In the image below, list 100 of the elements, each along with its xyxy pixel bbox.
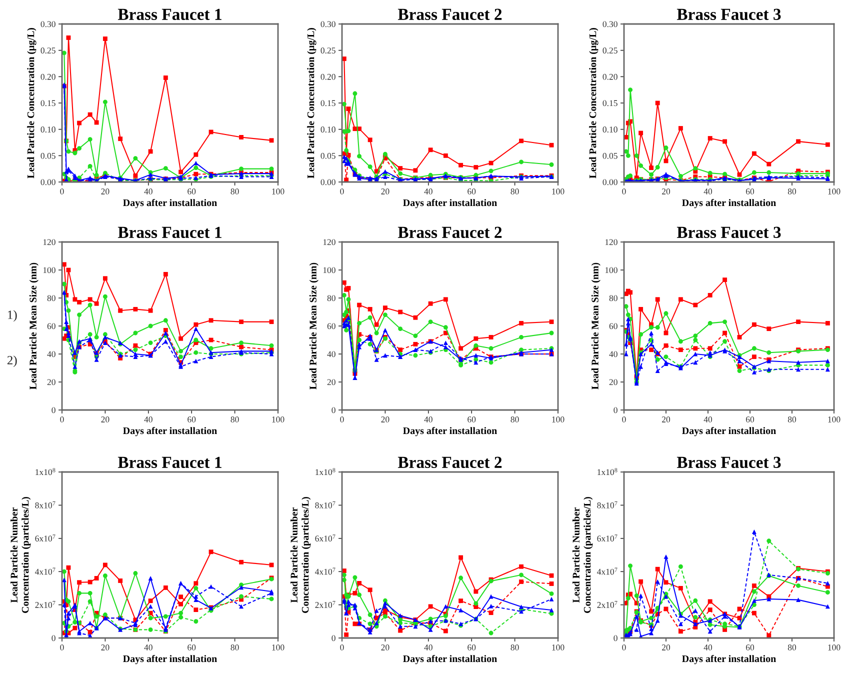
y-tick-label: 0 — [52, 407, 56, 414]
y-tick-label: 20 — [327, 379, 336, 386]
x-axis-title: Days after installation — [682, 198, 776, 208]
x-tick-label: 40 — [704, 188, 712, 194]
y-axis-title: Lead Particle Concentration (μg/L) — [27, 28, 36, 178]
chart-title: Brass Faucet 1 — [118, 8, 222, 20]
y-tick-label: 8x10$^{7}$ — [35, 501, 56, 508]
x-tick-label: 60 — [188, 644, 196, 650]
y-tick-label: 20 — [47, 379, 56, 386]
y-tick-label: 0.10 — [602, 126, 618, 132]
x-tick-label: 60 — [468, 188, 476, 194]
x-axis-title: Days after installation — [123, 198, 217, 208]
y-tick-label: 2x10$^{7}$ — [315, 601, 336, 608]
text: 1) — [8, 310, 17, 322]
x-tick-label: 100 — [272, 188, 284, 194]
x-tick-label: 60 — [468, 416, 476, 422]
x-tick-label: 60 — [746, 644, 754, 650]
x-tick-label: 100 — [272, 416, 284, 422]
y-tick-label: 0 — [332, 407, 336, 414]
x-tick-label: 60 — [746, 188, 754, 194]
x-tick-label: 40 — [704, 416, 712, 422]
y-tick-label: 100 — [323, 267, 336, 274]
x-tick-label: 20 — [381, 416, 390, 422]
y-tick-label: 0.30 — [602, 21, 618, 28]
chart-title: Brass Faucet 3 — [676, 456, 781, 468]
chart-title: Brass Faucet 3 — [676, 226, 781, 238]
x-tick-label: 40 — [704, 644, 712, 650]
y-tick-label: 0.25 — [602, 48, 618, 54]
y-tick-label: 0.10 — [320, 126, 336, 132]
x-tick-label: 20 — [101, 416, 110, 422]
x-tick-label: 100 — [552, 188, 564, 194]
x-tick-label: 40 — [144, 416, 152, 422]
x-tick-label: 0 — [60, 644, 64, 650]
y-tick-label: 0.20 — [602, 74, 618, 80]
x-tick-label: 80 — [230, 188, 239, 194]
y-tick-label: 60 — [47, 323, 56, 330]
x-tick-label: 0 — [340, 644, 344, 650]
x-tick-label: 20 — [381, 188, 390, 194]
y-tick-label: 0 — [52, 635, 56, 642]
y-tick-label: 40 — [609, 351, 618, 358]
y-tick-label: 80 — [609, 295, 618, 302]
y-axis-title: Lead Particle Mean Size (nm) — [309, 262, 318, 390]
x-tick-label: 60 — [468, 644, 476, 650]
y-tick-label: 60 — [609, 323, 618, 330]
y-tick-label: 4x10$^{7}$ — [315, 568, 336, 575]
x-tick-label: 80 — [788, 188, 796, 194]
x-tick-label: 100 — [552, 644, 564, 650]
x-tick-label: 80 — [510, 188, 519, 194]
y-tick-label: 1x10$^{8}$ — [316, 468, 336, 476]
x-tick-label: 100 — [828, 188, 840, 194]
y-tick-label: 80 — [327, 295, 336, 302]
x-tick-label: 80 — [788, 416, 796, 422]
x-tick-label: 40 — [424, 644, 432, 650]
y-tick-label: 0.00 — [320, 179, 336, 186]
x-tick-label: 40 — [424, 416, 432, 422]
x-tick-label: 80 — [788, 644, 796, 650]
y-tick-label: 0.25 — [320, 48, 336, 54]
y-axis-title: Lead Particle Concentration (μg/L) — [307, 28, 316, 178]
x-axis-title: Days after installation — [403, 198, 497, 208]
x-tick-label: 80 — [230, 644, 239, 650]
y-tick-label: 2x10$^{7}$ — [35, 601, 56, 608]
x-axis-title: Days after installation — [403, 426, 497, 436]
y-tick-label: 0.05 — [40, 152, 56, 159]
y-tick-label: 0.25 — [40, 48, 56, 54]
y-tick-label: 0.20 — [320, 74, 336, 80]
y-tick-label: 0.00 — [602, 179, 618, 186]
y-tick-label: 0.30 — [320, 21, 336, 28]
x-tick-label: 20 — [101, 188, 110, 194]
y-tick-label: 40 — [327, 351, 336, 358]
y-tick-label: 4x10$^{7}$ — [35, 568, 56, 575]
x-tick-label: 0 — [60, 416, 64, 422]
y-tick-label: 0.05 — [320, 152, 336, 159]
y-axis-title: Lead Particle Mean Size (nm) — [591, 262, 600, 390]
x-tick-label: 40 — [144, 644, 152, 650]
x-tick-label: 100 — [828, 644, 840, 650]
y-tick-label: 8x10$^{7}$ — [597, 501, 618, 508]
y-tick-label: 120 — [43, 239, 56, 246]
chart-title: Brass Faucet 2 — [398, 456, 502, 468]
x-tick-label: 20 — [101, 644, 110, 650]
y-tick-label: 1x10$^{8}$ — [36, 468, 56, 476]
y-tick-label: 0.10 — [40, 126, 56, 132]
x-axis-title: Days after installation — [123, 426, 217, 436]
y-tick-label: 0.15 — [40, 100, 56, 106]
y-tick-label: 100 — [605, 267, 618, 274]
x-tick-label: 20 — [662, 188, 670, 194]
x-tick-label: 60 — [746, 416, 754, 422]
x-axis-title: Days after installation — [403, 654, 497, 664]
y-tick-label: 0.00 — [40, 179, 56, 186]
x-tick-label: 100 — [272, 644, 284, 650]
chart-title: Brass Faucet 3 — [676, 8, 781, 20]
y-tick-label: 40 — [47, 351, 56, 358]
chart-title: Brass Faucet 1 — [118, 226, 222, 238]
x-tick-label: 40 — [424, 188, 432, 194]
x-tick-label: 80 — [510, 644, 519, 650]
x-tick-label: 80 — [510, 416, 519, 422]
y-tick-label: 0.20 — [40, 74, 56, 80]
y-axis-title: Lead Particle Concentration (μg/L) — [589, 28, 598, 178]
y-tick-label: 60 — [327, 323, 336, 330]
y-tick-label: 4x10$^{7}$ — [597, 568, 618, 575]
y-tick-label: 8x10$^{7}$ — [315, 501, 336, 508]
